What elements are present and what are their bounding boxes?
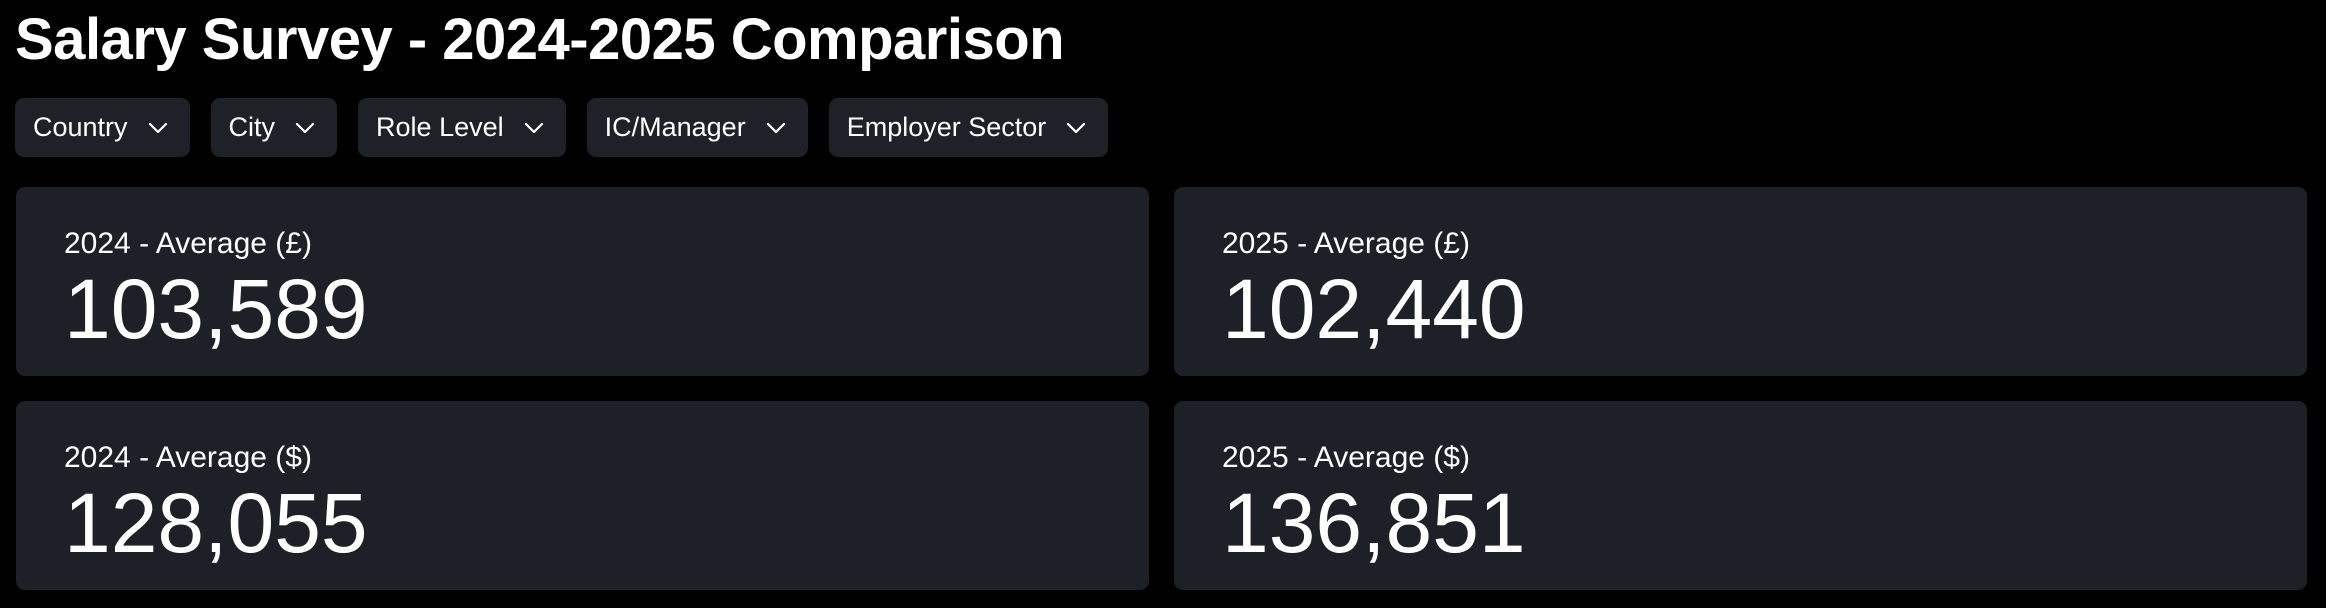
chevron-icon — [148, 122, 167, 133]
card-value: 136,851 — [1222, 476, 1526, 570]
title: Salary Survey - 2024-2025 Comparison — [15, 7, 1065, 72]
filter-label: Role Level — [376, 112, 504, 142]
card-label: 2024 - Average ($) — [64, 441, 312, 474]
chevron-icon — [524, 122, 543, 133]
filter-label: Employer Sector — [846, 112, 1047, 142]
card-grid: 2024 - Average (£) 103,589 2025 - Average … — [16, 187, 2307, 590]
filter-label: City — [228, 112, 276, 142]
metric-card: 2024 - Average ($) 128,055 — [16, 401, 1149, 590]
card-label: 2025 - Average (£) — [1222, 227, 1470, 260]
filter-bar: Country City Role Level IC/Manager Employer … — [15, 98, 1109, 157]
chevron-icon — [1067, 122, 1086, 133]
metric-card: 2024 - Average (£) 103,589 — [16, 187, 1149, 376]
filter-dropdown[interactable]: Country — [15, 98, 190, 157]
filter-dropdown[interactable]: Employer Sector — [828, 98, 1109, 157]
card-label: 2025 - Average ($) — [1222, 441, 1470, 474]
chevron-icon — [295, 122, 315, 133]
filter-label: IC/Manager — [604, 112, 746, 142]
filter-dropdown[interactable]: City — [210, 98, 338, 157]
card-value: 128,055 — [64, 476, 368, 570]
metric-card: 2025 - Average ($) 136,851 — [1174, 401, 2307, 590]
chevron-icon — [766, 122, 785, 133]
filter-dropdown[interactable]: Role Level — [358, 98, 566, 157]
metric-card: 2025 - Average (£) 102,440 — [1174, 187, 2307, 376]
filter-label: Country — [33, 112, 128, 142]
filter-dropdown[interactable]: IC/Manager — [586, 98, 808, 157]
card-value: 103,589 — [64, 262, 368, 356]
card-value: 102,440 — [1222, 262, 1526, 356]
card-label: 2024 - Average (£) — [64, 227, 312, 260]
